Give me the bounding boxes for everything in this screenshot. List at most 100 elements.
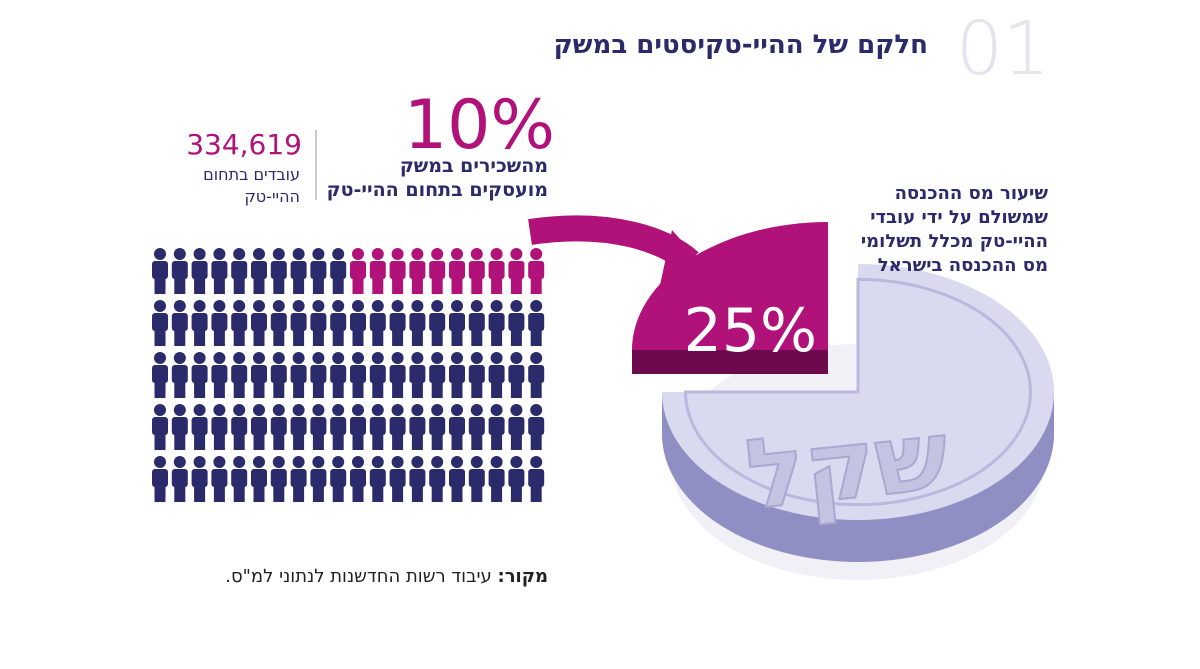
person-head xyxy=(332,404,345,416)
person-body xyxy=(251,365,267,383)
person-head xyxy=(352,456,364,468)
person-body xyxy=(409,469,426,487)
person-body xyxy=(270,313,287,331)
person-icon xyxy=(369,404,386,450)
person-body xyxy=(488,417,505,435)
share-employed: 10% xyxy=(403,86,555,165)
person-icon xyxy=(389,404,406,450)
person-head xyxy=(312,456,325,468)
person-legs xyxy=(491,381,503,398)
person-icon xyxy=(231,456,248,502)
person-legs xyxy=(233,381,245,398)
person-head xyxy=(233,300,246,312)
person-icon xyxy=(369,456,386,502)
person-legs xyxy=(392,433,404,450)
person-legs xyxy=(312,485,324,502)
person-head xyxy=(391,404,404,416)
person-legs xyxy=(372,277,384,294)
person-legs xyxy=(233,433,245,450)
person-legs xyxy=(411,433,423,450)
person-legs xyxy=(293,433,305,450)
person-head xyxy=(431,248,444,260)
slice-face xyxy=(632,222,828,350)
person-head xyxy=(193,248,206,260)
person-head xyxy=(312,352,325,364)
person-legs xyxy=(253,381,265,398)
person-body xyxy=(171,417,188,435)
person-head xyxy=(371,456,384,468)
person-head xyxy=(490,404,503,416)
person-head xyxy=(272,456,285,468)
person-icon xyxy=(310,248,327,294)
person-icon xyxy=(508,352,525,398)
person-icon xyxy=(191,352,208,398)
person-body xyxy=(429,469,446,487)
person-head xyxy=(154,404,166,416)
person-head xyxy=(391,456,404,468)
person-body xyxy=(508,469,525,487)
person-body xyxy=(251,313,267,331)
person-head xyxy=(253,404,265,416)
source: מקור: עיבוד רשות החדשנות לנתוני למ"ס. xyxy=(225,566,548,587)
person-head xyxy=(470,456,483,468)
person-icon xyxy=(488,456,505,502)
person-legs xyxy=(471,485,483,502)
arrow-body xyxy=(528,215,699,273)
person-icon xyxy=(528,404,545,450)
person-legs xyxy=(352,433,364,450)
person-legs xyxy=(293,381,305,398)
person-icon xyxy=(468,456,485,502)
person-icon xyxy=(389,456,406,502)
person-legs xyxy=(411,485,423,502)
person-body xyxy=(389,469,406,487)
source-text: עיבוד רשות החדשנות לנתוני למ"ס. xyxy=(225,566,498,587)
person-body xyxy=(369,365,386,383)
person-icon xyxy=(251,404,267,450)
person-body xyxy=(270,417,287,435)
person-body xyxy=(290,417,307,435)
person-head xyxy=(431,456,444,468)
caption-line: ההיי-טק xyxy=(244,187,300,206)
person-legs xyxy=(530,433,542,450)
person-body xyxy=(429,365,446,383)
person-head xyxy=(371,404,384,416)
person-head xyxy=(154,352,166,364)
person-head xyxy=(451,404,463,416)
person-legs xyxy=(471,433,483,450)
person-head xyxy=(530,456,543,468)
person-legs xyxy=(213,381,225,398)
person-body xyxy=(488,261,505,279)
person-legs xyxy=(491,329,503,346)
person-head xyxy=(332,300,345,312)
person-icon xyxy=(171,300,188,346)
person-legs xyxy=(431,381,443,398)
person-legs xyxy=(253,277,265,294)
person-legs xyxy=(174,277,186,294)
person-icon xyxy=(508,404,525,450)
person-legs xyxy=(174,433,186,450)
person-legs xyxy=(332,485,344,502)
person-icon xyxy=(231,404,248,450)
person-icon xyxy=(310,404,327,450)
person-body xyxy=(211,365,228,383)
person-legs xyxy=(530,329,542,346)
person-head xyxy=(510,456,523,468)
person-legs xyxy=(510,433,522,450)
person-body xyxy=(330,469,347,487)
person-legs xyxy=(293,329,305,346)
person-icon xyxy=(290,456,307,502)
person-icon xyxy=(270,404,287,450)
employee-caption: עובדים בתחום ההיי-טק xyxy=(203,164,300,208)
share-tax-caption: שיעור מס ההכנסה שמשולם על ידי עובדי ההיי… xyxy=(861,182,1048,278)
person-body xyxy=(211,261,228,279)
person-legs xyxy=(332,277,344,294)
person-body xyxy=(488,365,505,383)
person-icon xyxy=(152,456,168,502)
person-icon xyxy=(508,300,525,346)
person-legs xyxy=(530,485,542,502)
person-icon xyxy=(409,456,426,502)
person-body xyxy=(330,261,347,279)
person-body xyxy=(449,417,465,435)
person-legs xyxy=(431,329,443,346)
